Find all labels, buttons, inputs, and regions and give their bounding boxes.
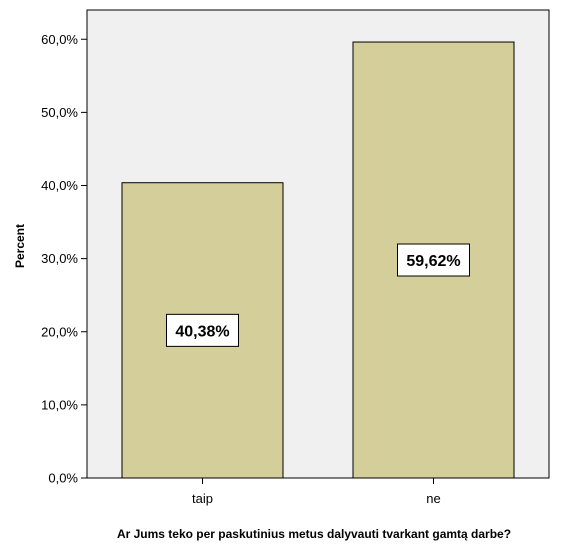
data-label-box [166,313,239,347]
data-label-box [397,243,470,277]
y-tick-label: 40,0% [41,178,78,193]
x-category-label: ne [426,491,440,506]
data-label: 59,62% [406,253,460,270]
y-axis-title: Percent [13,224,27,268]
x-axis-title: Ar Jums teko per paskutinius metus dalyv… [117,527,511,541]
y-tick-label: 20,0% [41,324,78,339]
y-tick-label: 50,0% [41,105,78,120]
y-tick-label: 10,0% [41,397,78,412]
y-axis-ticks: 0,0% 10,0% 20,0% 30,0% 40,0% 50,0% 60,0% [41,32,87,486]
x-category-label: taip [192,491,213,506]
x-axis-categories: taip ne [192,478,441,506]
y-tick-label: 0,0% [48,471,78,486]
y-tick-label: 30,0% [41,251,78,266]
bars: 40,38% 59,62% [121,41,515,479]
y-tick-label: 60,0% [41,32,78,47]
data-label: 40,38% [175,323,229,340]
